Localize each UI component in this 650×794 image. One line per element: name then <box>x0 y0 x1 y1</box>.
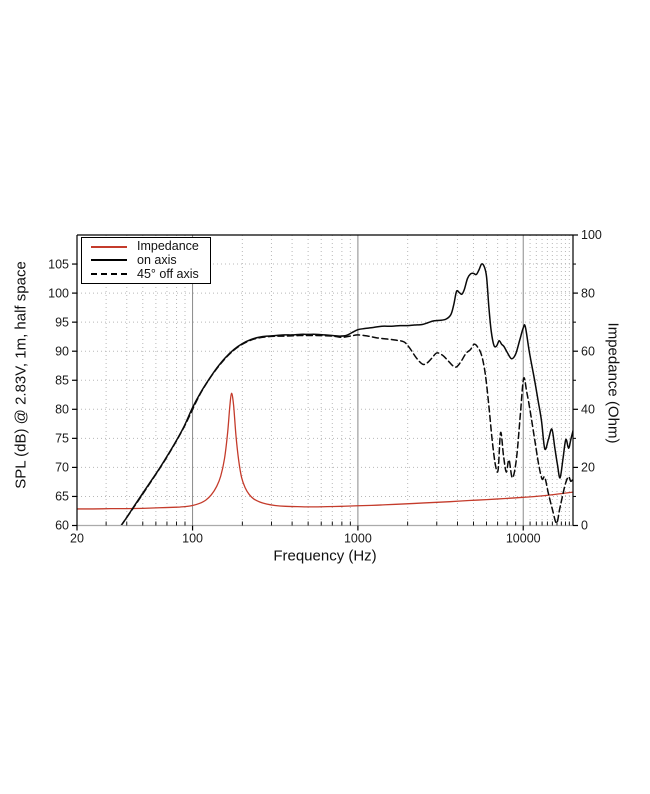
y-axis-right-title: Impedance (Ohm) <box>604 322 622 444</box>
legend-item-label: on axis <box>137 252 177 267</box>
legend-item-label: Impedance <box>137 239 199 254</box>
y-left-tick-label: 80 <box>55 403 69 417</box>
y-right-tick-label: 100 <box>581 228 602 242</box>
y-left-tick-label: 65 <box>55 490 69 504</box>
y-left-tick-label: 75 <box>55 432 69 446</box>
legend-line-sample-dashed <box>91 273 127 276</box>
y-left-tick-label: 70 <box>55 461 69 475</box>
curve-45-off-axis <box>120 334 573 526</box>
x-tick-label: 1000 <box>344 532 372 546</box>
x-tick-label: 100 <box>182 532 203 546</box>
y-axis-left-title: SPL (dB) @ 2.83V, 1m, half space <box>12 261 30 489</box>
y-left-tick-label: 60 <box>55 519 69 533</box>
y-left-tick-label: 95 <box>55 315 69 329</box>
y-right-tick-label: 40 <box>581 403 595 417</box>
legend-item: 45° off axis <box>82 266 210 281</box>
y-left-tick-label: 85 <box>55 373 69 387</box>
legend-item: Impedance <box>82 240 210 253</box>
curve-impedance <box>77 392 573 510</box>
y-right-tick-label: 60 <box>581 344 595 358</box>
legend-line-sample-solid <box>91 245 127 248</box>
x-tick-label: 10000 <box>506 532 541 546</box>
legend-item: on axis <box>82 252 210 267</box>
y-right-tick-label: 80 <box>581 286 595 300</box>
y-right-tick-label: 20 <box>581 461 595 475</box>
legend-line-sample-solid <box>91 259 127 262</box>
curve-on-axis <box>120 263 573 526</box>
x-tick-label: 20 <box>70 532 84 546</box>
legend-item-label: 45° off axis <box>137 266 199 281</box>
y-left-tick-label: 90 <box>55 344 69 358</box>
y-left-tick-label: 100 <box>48 286 69 300</box>
y-left-tick-label: 105 <box>48 257 69 271</box>
legend: Impedance on axis 45° off axis <box>81 237 211 284</box>
x-axis-title: Frequency (Hz) <box>273 547 377 565</box>
y-right-tick-label: 0 <box>581 519 588 533</box>
